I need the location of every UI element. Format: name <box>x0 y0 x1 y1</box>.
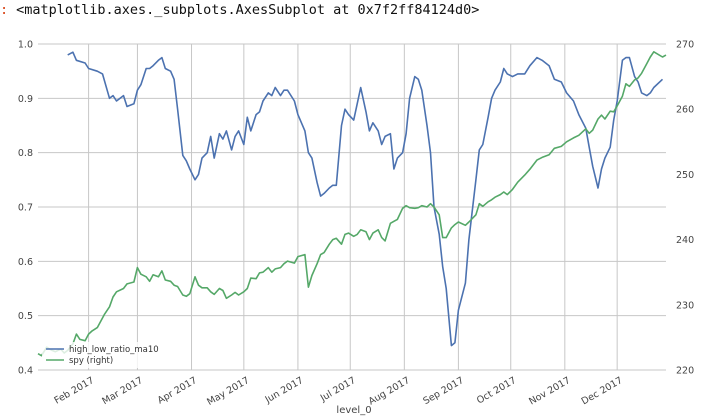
left-tick-label: 0.7 <box>18 203 33 214</box>
x-axis-ticks: Feb 2017 Mar 2017 Apr 2017 May 2017 Jun 2017… <box>52 375 624 408</box>
left-tick-label: 0.5 <box>18 311 33 322</box>
left-tick-label: 0.4 <box>18 366 33 377</box>
x-tick-label: Jul 2017 <box>318 375 358 404</box>
right-tick-label: 250 <box>676 170 694 181</box>
x-tick-label: Mar 2017 <box>100 375 145 407</box>
legend-box <box>42 342 154 368</box>
x-tick-label: Nov 2017 <box>527 375 572 407</box>
series-lines <box>37 50 667 357</box>
series-line-1 <box>67 51 664 347</box>
x-tick-label: Jun 2017 <box>263 375 306 406</box>
right-tick-label: 270 <box>676 40 694 51</box>
output-prompt: : <box>0 2 9 18</box>
x-tick-label: Aug 2017 <box>367 375 412 407</box>
legend-label-2: spy (right) <box>69 356 113 366</box>
x-tick-label: Apr 2017 <box>156 375 199 406</box>
left-tick-label: 0.8 <box>18 148 33 159</box>
legend-label-1: high_low_ratio_ma10 <box>69 345 159 355</box>
right-tick-label: 220 <box>676 366 694 377</box>
left-tick-label: 0.9 <box>18 94 33 105</box>
right-axis-ticks: 220 230 240 250 260 270 <box>676 40 694 377</box>
x-tick-label: Oct 2017 <box>475 375 518 406</box>
x-axis-label: level_0 <box>336 405 371 416</box>
x-tick-label: Sep 2017 <box>421 375 466 407</box>
left-tick-label: 0.6 <box>18 257 33 268</box>
right-tick-label: 240 <box>676 235 694 246</box>
right-tick-label: 260 <box>676 105 694 116</box>
x-tick-label: May 2017 <box>205 375 251 408</box>
series-line-2 <box>37 50 667 357</box>
left-axis-ticks: 0.4 0.5 0.6 0.7 0.8 0.9 1.0 <box>18 40 33 377</box>
grid <box>38 43 666 371</box>
x-tick-label: Feb 2017 <box>52 375 96 407</box>
x-tick-label: Dec 2017 <box>580 375 625 407</box>
cell-output: : <matplotlib.axes._subplots.AxesSubplot … <box>0 2 479 22</box>
right-tick-label: 230 <box>676 300 694 311</box>
left-tick-label: 1.0 <box>18 40 33 51</box>
line-chart: 0.4 0.5 0.6 0.7 0.8 0.9 1.0 220 230 240 250 260 270… <box>18 40 694 417</box>
output-repr: <matplotlib.axes._subplots.AxesSubplot a… <box>16 2 480 18</box>
